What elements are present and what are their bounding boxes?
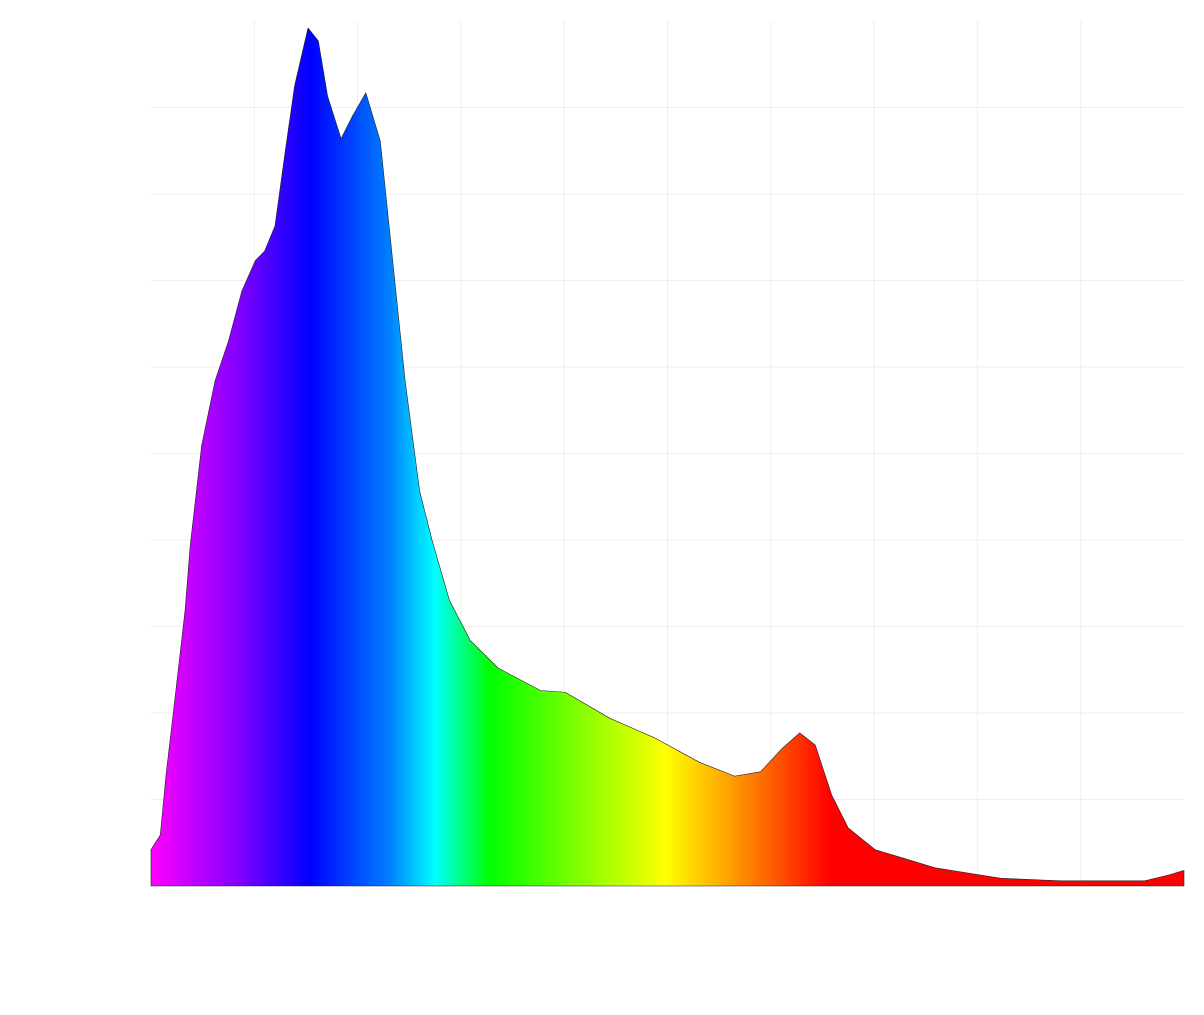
- spectrum-area: [150, 27, 1185, 887]
